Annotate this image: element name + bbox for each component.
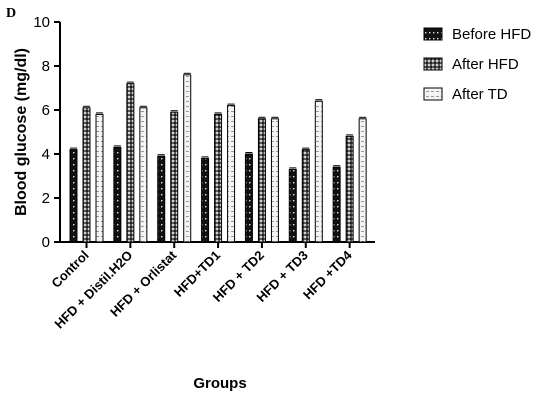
y-tick-label: 4 bbox=[42, 146, 50, 163]
bar-after-hfd bbox=[170, 111, 179, 243]
bar-before-hfd bbox=[332, 166, 341, 243]
legend-label: After TD bbox=[452, 86, 508, 103]
bar-before-hfd bbox=[69, 149, 78, 243]
panel-label: D bbox=[6, 6, 16, 21]
category-label: HFD +TD4 bbox=[300, 247, 355, 302]
y-tick-label: 0 bbox=[42, 234, 50, 251]
y-tick-label: 6 bbox=[42, 102, 50, 119]
bar-after-hfd bbox=[345, 135, 354, 243]
bar-after-td bbox=[227, 105, 236, 243]
category-label: HFD + Distil.H2O bbox=[52, 248, 136, 332]
x-axis-label: Groups bbox=[193, 375, 246, 392]
bar-after-hfd bbox=[301, 149, 310, 243]
bar-after-td bbox=[314, 100, 323, 243]
y-tick-label: 10 bbox=[33, 14, 50, 31]
y-tick-label: 2 bbox=[42, 190, 50, 207]
legend: Before HFD After HFD After TD bbox=[423, 26, 531, 103]
bar-after-td bbox=[270, 118, 279, 243]
bar-after-td bbox=[183, 74, 192, 243]
bar-before-hfd bbox=[157, 155, 166, 243]
bar-after-td bbox=[95, 113, 104, 243]
bar-after-hfd bbox=[126, 83, 135, 243]
bar-before-hfd bbox=[113, 146, 122, 243]
legend-swatch bbox=[423, 57, 443, 71]
bar-before-hfd bbox=[201, 157, 210, 243]
legend-label: After HFD bbox=[452, 56, 519, 73]
legend-label: Before HFD bbox=[452, 26, 531, 43]
bar-after-hfd bbox=[82, 107, 91, 243]
bar-after-hfd bbox=[214, 113, 223, 243]
bar-before-hfd bbox=[288, 168, 297, 243]
axes: 0 2 4 6 8 10 bbox=[33, 14, 375, 251]
bar-after-td bbox=[358, 118, 367, 243]
bar-after-td bbox=[139, 107, 148, 243]
legend-swatch bbox=[423, 87, 443, 101]
bar-after-hfd bbox=[257, 118, 266, 243]
category-label: Control bbox=[48, 248, 91, 291]
y-tick-label: 8 bbox=[42, 58, 50, 75]
bars bbox=[69, 72, 367, 243]
legend-swatch bbox=[423, 27, 443, 41]
y-axis-label: Blood glucose (mg/dl) bbox=[13, 48, 30, 216]
bar-before-hfd bbox=[244, 153, 253, 243]
